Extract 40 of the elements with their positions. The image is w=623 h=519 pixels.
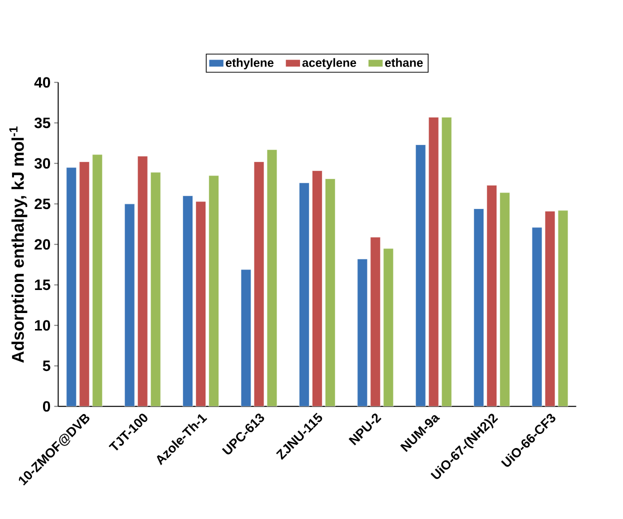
y-tick-label: 30 bbox=[34, 158, 50, 169]
bar bbox=[66, 167, 77, 406]
bar bbox=[299, 182, 310, 406]
bar bbox=[325, 178, 336, 406]
legend-label: acetylene bbox=[302, 58, 356, 70]
y-axis-title: Adsorption enthalpy, kJ mol$^{-1}$ bbox=[9, 126, 28, 363]
bar bbox=[532, 227, 542, 406]
y-tick-label: 15 bbox=[35, 280, 50, 290]
bar bbox=[150, 172, 161, 406]
bar bbox=[240, 269, 252, 406]
y-tick-label: 20 bbox=[34, 239, 50, 250]
bar bbox=[486, 185, 498, 406]
y-tick-label: 10 bbox=[35, 320, 50, 331]
y-tick-label: 25 bbox=[34, 198, 50, 210]
legend-label: ethylene bbox=[226, 58, 274, 70]
y-tick-label: 40 bbox=[34, 77, 50, 88]
bar bbox=[441, 117, 452, 406]
bar bbox=[79, 162, 90, 406]
bar bbox=[266, 149, 278, 406]
y-tick-label: 35 bbox=[34, 118, 50, 128]
y-tick-label: 5 bbox=[42, 360, 50, 372]
bar bbox=[137, 156, 148, 406]
bar bbox=[500, 192, 510, 406]
bar bbox=[196, 201, 206, 406]
bar bbox=[558, 210, 568, 406]
y-tick-label: 0 bbox=[42, 401, 50, 412]
bar bbox=[357, 258, 368, 406]
bar bbox=[370, 236, 381, 406]
bar bbox=[415, 144, 426, 406]
bar bbox=[383, 248, 394, 406]
bar bbox=[312, 170, 322, 406]
bar bbox=[544, 210, 556, 406]
bar bbox=[92, 154, 103, 406]
bar bbox=[428, 117, 439, 406]
legend-label: ethane bbox=[385, 58, 423, 67]
bar bbox=[208, 175, 220, 406]
bar bbox=[182, 196, 194, 406]
bar bbox=[474, 208, 484, 406]
bar bbox=[254, 162, 264, 406]
bar bbox=[124, 204, 135, 406]
